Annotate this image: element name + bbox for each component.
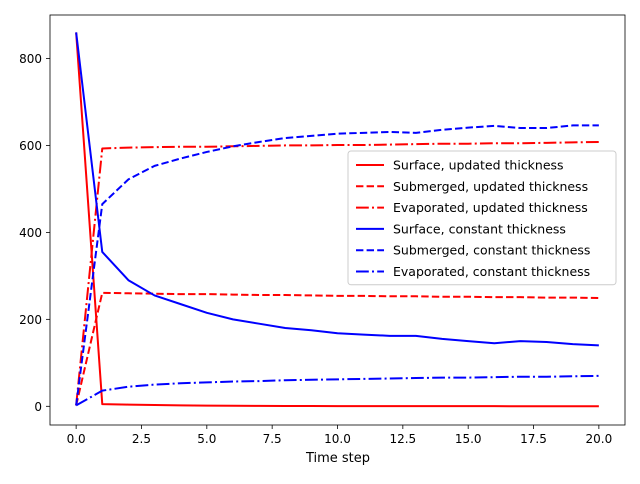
legend-label: Evaporated, updated thickness bbox=[393, 200, 588, 215]
legend-label: Submerged, updated thickness bbox=[393, 179, 588, 194]
series-layer bbox=[75, 32, 599, 408]
series-line-3 bbox=[75, 140, 599, 406]
legend-box bbox=[347, 150, 617, 286]
series-line-2 bbox=[75, 291, 599, 406]
legend-label: Surface, updated thickness bbox=[393, 158, 564, 173]
y-tick-label: 800 bbox=[19, 52, 42, 66]
series-line-5 bbox=[75, 124, 599, 406]
x-tick-label: 10.0 bbox=[324, 432, 351, 446]
x-tick-label: 20.0 bbox=[586, 432, 613, 446]
series-line-1 bbox=[75, 32, 599, 408]
axis-layer: 0.0 2.5 5.0 7.5 10.0 12.5 15.0 17.5 20.0 0 200 400 6… bbox=[19, 52, 612, 446]
y-tick-label: 0 bbox=[34, 400, 42, 414]
series-line-4 bbox=[75, 32, 599, 347]
x-axis-label: Time step bbox=[305, 451, 370, 466]
x-tick-label: 0.0 bbox=[67, 432, 86, 446]
legend-label: Evaporated, constant thickness bbox=[393, 264, 590, 279]
legend-label: Submerged, constant thickness bbox=[393, 243, 590, 258]
x-tick-label: 15.0 bbox=[455, 432, 482, 446]
legend-label: Surface, constant thickness bbox=[393, 221, 566, 236]
y-tick-label: 200 bbox=[19, 313, 42, 327]
x-tick-label: 12.5 bbox=[389, 432, 416, 446]
x-tick-label: 17.5 bbox=[520, 432, 547, 446]
x-tick-label: 2.5 bbox=[132, 432, 151, 446]
x-tick-label: 5.0 bbox=[197, 432, 216, 446]
series-line-6 bbox=[75, 374, 599, 407]
y-tick-label: 600 bbox=[19, 139, 42, 153]
y-tick-label: 400 bbox=[19, 226, 42, 240]
legend: Surface, updated thickness Submerged, upd… bbox=[347, 150, 617, 286]
x-tick-label: 7.5 bbox=[263, 432, 282, 446]
